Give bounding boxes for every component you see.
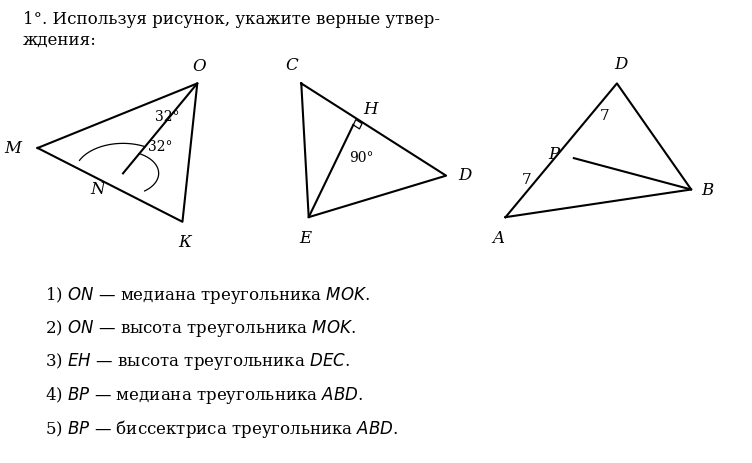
Text: 32°: 32° xyxy=(156,109,180,124)
Text: 1) $ON$ — медиана треугольника $MOK$.: 1) $ON$ — медиана треугольника $MOK$. xyxy=(45,284,370,306)
Text: ждения:: ждения: xyxy=(23,31,96,48)
Text: E: E xyxy=(299,229,311,246)
Text: M: M xyxy=(5,140,21,157)
Text: B: B xyxy=(702,181,714,199)
Text: 7: 7 xyxy=(600,108,610,123)
Text: P: P xyxy=(548,146,559,163)
Text: 3) $EH$ — высота треугольника $DEC$.: 3) $EH$ — высота треугольника $DEC$. xyxy=(45,350,350,372)
Text: 2) $ON$ — высота треугольника $MOK$.: 2) $ON$ — высота треугольника $MOK$. xyxy=(45,318,356,338)
Text: 5) $BP$ — биссектриса треугольника $ABD$.: 5) $BP$ — биссектриса треугольника $ABD$… xyxy=(45,417,399,439)
Text: 90°: 90° xyxy=(350,151,374,165)
Text: 7: 7 xyxy=(521,173,531,187)
Text: O: O xyxy=(193,58,206,75)
Text: К: К xyxy=(178,234,191,251)
Text: A: A xyxy=(492,229,504,246)
Text: 4) $BP$ — медиана треугольника $ABD$.: 4) $BP$ — медиана треугольника $ABD$. xyxy=(45,384,363,405)
Text: D: D xyxy=(458,167,472,184)
Text: C: C xyxy=(285,57,298,74)
Text: H: H xyxy=(363,100,378,117)
Text: 1°. Используя рисунок, укажите верные утвер-: 1°. Используя рисунок, укажите верные ут… xyxy=(23,11,440,28)
Text: 32°: 32° xyxy=(148,139,172,153)
Text: N: N xyxy=(90,181,105,198)
Text: D: D xyxy=(614,56,628,73)
